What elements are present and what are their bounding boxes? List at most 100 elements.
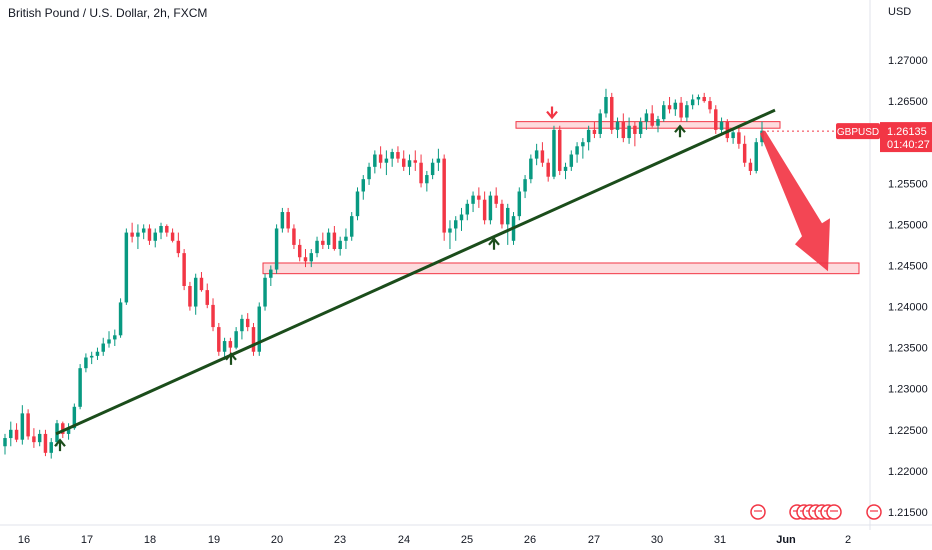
candle-body [650,113,654,126]
candle-body [217,327,221,352]
candle-body [124,232,129,303]
x-tick-label: 23 [334,534,346,546]
candle-body [621,121,626,139]
candle-body [78,368,82,407]
candle-body [638,121,643,134]
candle-body [153,232,157,241]
candle-body [506,207,510,225]
last-price-label: 1.26135 [887,126,927,138]
candle-body [552,129,556,177]
y-tick-label: 1.27000 [888,55,928,67]
candle-body [523,179,527,192]
candle-body [188,286,192,307]
trendline [55,108,776,436]
event-flag-icon [826,504,842,520]
candle-body [413,160,418,163]
candle-body [430,162,435,176]
symbol-label: GBPUSD [837,127,879,138]
candle-body [89,355,94,358]
y-tick-label: 1.22000 [888,466,928,478]
candle-body [633,125,637,134]
up-arrow-marker [225,352,237,365]
candle-body [159,226,163,233]
candle-body [714,109,718,130]
candle-body [679,102,683,118]
candle-body [401,158,406,167]
candle-body [482,199,487,221]
candle-body [407,160,412,167]
candle-body [436,158,441,163]
up-arrow-marker [488,237,500,250]
candle-body [581,142,585,147]
candle-body [731,132,735,139]
candle-body [269,269,273,278]
candle-body [257,306,261,352]
candle-body [263,277,267,307]
candle-body [494,195,498,204]
candle-body [477,195,481,200]
candle-body [9,429,13,439]
y-tick-label: 1.24000 [888,302,928,314]
candle-body [240,318,244,332]
candle-body [459,214,464,221]
candle-body [384,158,389,163]
last-price-box [880,122,932,153]
y-tick-label: 1.23000 [888,384,928,396]
forecast-arrow [760,130,830,272]
candle-body [442,158,446,233]
candle-body [26,413,30,437]
candle-body [136,232,140,237]
candle-body [72,406,77,429]
currency-label: USD [888,6,912,18]
candle-body [3,438,7,447]
candle-body [465,203,470,215]
x-tick-label: 26 [524,534,536,546]
y-tick-label: 1.26500 [888,96,928,108]
candle-body [662,105,666,120]
candle-body [338,240,342,250]
candle-body [101,343,105,352]
x-tick-label: 24 [398,534,410,546]
countdown-label: 01:40:27 [887,139,930,151]
candle-body [66,428,71,434]
candle-body [708,101,712,110]
y-tick-label: 1.22500 [888,425,928,437]
candle-body [627,125,631,139]
chart-title: British Pound / U.S. Dollar, 2h, FXCM [8,6,208,20]
candle-body [425,175,429,184]
candle-body [690,99,695,106]
candle-body [367,166,371,180]
candle-body [361,179,366,192]
candle-body [274,228,279,270]
x-tick-label: 16 [18,534,30,546]
candle-body [321,240,325,245]
candle-body [297,244,302,258]
y-tick-label: 1.23500 [888,343,928,355]
symbol-label-bg [836,123,880,140]
candle-body [696,96,701,100]
candle-body [373,154,377,167]
x-tick-label: 27 [588,534,600,546]
up-arrow-marker [54,438,66,452]
candle-body [569,154,574,167]
candle-body [84,357,88,369]
candle-body [280,212,285,229]
candle-body [448,228,452,233]
x-tick-label: 17 [81,534,93,546]
x-tick-label: 30 [651,534,663,546]
candle-body [529,158,533,180]
candle-body [390,152,394,159]
candle-body [656,119,660,126]
candle-body [107,339,111,344]
candle-body [558,129,562,171]
candle-body [615,121,620,130]
candle-body [234,331,238,348]
x-tick-label: 31 [714,534,726,546]
candle-body [586,129,591,143]
candle-body [205,290,209,305]
candle-body [95,351,100,356]
candle-body [309,253,314,262]
candle-body [754,142,758,171]
candle-body [326,232,331,245]
